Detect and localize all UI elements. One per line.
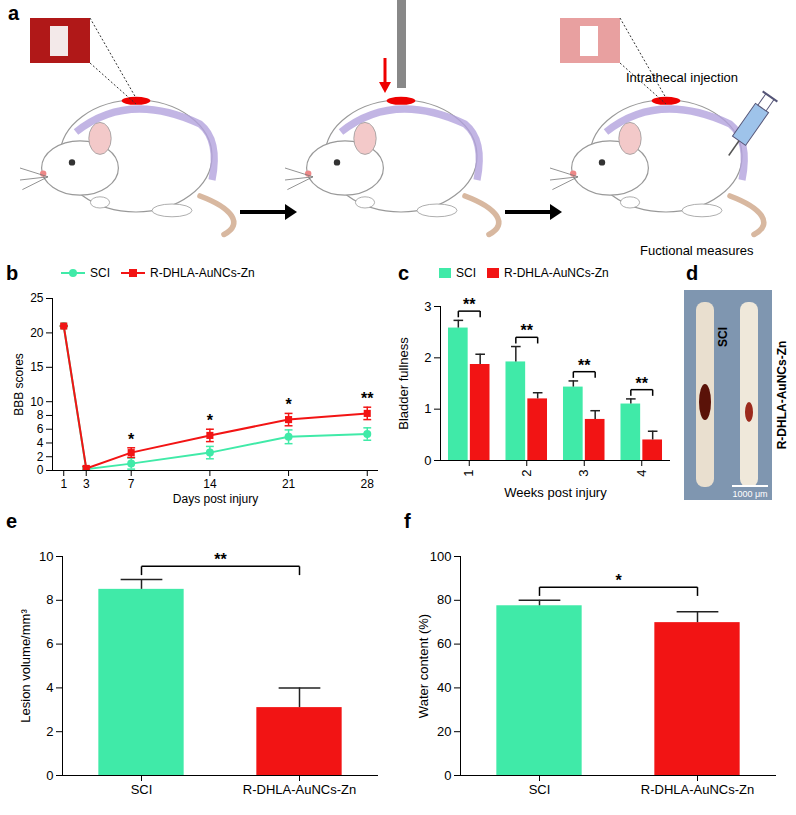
svg-text:3: 3 bbox=[83, 477, 90, 491]
svg-text:Bladder fullness: Bladder fullness bbox=[396, 337, 411, 430]
svg-text:*: * bbox=[207, 412, 214, 429]
html-text:f: f bbox=[404, 510, 411, 532]
svg-text:60: 60 bbox=[437, 636, 451, 651]
svg-text:1: 1 bbox=[461, 470, 476, 477]
html-text:b: b bbox=[6, 262, 19, 284]
html-text:c: c bbox=[398, 262, 410, 284]
svg-text:4: 4 bbox=[634, 470, 649, 477]
svg-text:SCI: SCI bbox=[716, 327, 730, 347]
svg-text:0: 0 bbox=[444, 768, 451, 783]
svg-text:**: ** bbox=[463, 296, 476, 313]
svg-text:80: 80 bbox=[437, 592, 451, 607]
svg-text:14: 14 bbox=[203, 477, 217, 491]
svg-text:0: 0 bbox=[46, 768, 53, 783]
svg-text:6: 6 bbox=[46, 636, 53, 651]
svg-text:R-DHLA-AuNCs-Zn: R-DHLA-AuNCs-Zn bbox=[775, 341, 789, 450]
svg-text:SCI: SCI bbox=[529, 782, 551, 797]
svg-text:7: 7 bbox=[128, 477, 135, 491]
svg-text:**: ** bbox=[578, 357, 591, 374]
svg-text:2: 2 bbox=[519, 470, 534, 477]
svg-text:R-DHLA-AuNCs-Zn: R-DHLA-AuNCs-Zn bbox=[641, 782, 754, 797]
svg-text:SCI: SCI bbox=[131, 782, 153, 797]
svg-text:25: 25 bbox=[30, 291, 44, 305]
svg-text:**: ** bbox=[636, 375, 649, 392]
svg-text:4: 4 bbox=[37, 436, 44, 450]
svg-text:0: 0 bbox=[37, 463, 44, 477]
svg-text:Weeks post injury: Weeks post injury bbox=[504, 485, 607, 500]
html-text:e: e bbox=[6, 510, 18, 532]
svg-text:**: ** bbox=[521, 322, 534, 339]
svg-text:10: 10 bbox=[39, 549, 53, 564]
svg-text:*: * bbox=[285, 396, 292, 413]
svg-text:Lesion volume/mm³: Lesion volume/mm³ bbox=[18, 609, 33, 723]
svg-text:6: 6 bbox=[37, 422, 44, 436]
svg-text:**: ** bbox=[214, 551, 227, 568]
svg-text:2: 2 bbox=[424, 350, 431, 365]
svg-text:10: 10 bbox=[30, 395, 44, 409]
html-text:SCI: SCI bbox=[90, 266, 110, 280]
svg-text:8: 8 bbox=[46, 592, 53, 607]
svg-text:1000 μm: 1000 μm bbox=[732, 489, 767, 499]
svg-text:*: * bbox=[128, 431, 135, 448]
html-text:R-DHLA-AuNCs-Zn: R-DHLA-AuNCs-Zn bbox=[150, 266, 255, 280]
svg-text:20: 20 bbox=[437, 724, 451, 739]
svg-text:1: 1 bbox=[60, 477, 67, 491]
svg-text:Water content (%): Water content (%) bbox=[416, 614, 431, 718]
svg-text:3: 3 bbox=[424, 299, 431, 314]
svg-text:BBB scores: BBB scores bbox=[12, 353, 26, 416]
svg-text:Days post injury: Days post injury bbox=[173, 492, 258, 506]
svg-text:20: 20 bbox=[30, 326, 44, 340]
svg-text:4: 4 bbox=[46, 680, 53, 695]
svg-text:R-DHLA-AuNCs-Zn: R-DHLA-AuNCs-Zn bbox=[243, 782, 356, 797]
svg-text:15: 15 bbox=[30, 360, 44, 374]
svg-text:Fuctional measures: Fuctional measures bbox=[640, 243, 754, 258]
svg-text:**: ** bbox=[361, 390, 374, 407]
svg-text:40: 40 bbox=[437, 680, 451, 695]
svg-text:Intrathecal injection: Intrathecal injection bbox=[626, 70, 738, 85]
svg-text:2: 2 bbox=[46, 724, 53, 739]
svg-text:2: 2 bbox=[37, 450, 44, 464]
svg-text:1: 1 bbox=[424, 401, 431, 416]
svg-text:28: 28 bbox=[361, 477, 375, 491]
html-text:SCI: SCI bbox=[456, 266, 476, 280]
html-text:R-DHLA-AuNCs-Zn: R-DHLA-AuNCs-Zn bbox=[504, 266, 609, 280]
svg-text:100: 100 bbox=[430, 549, 452, 564]
html-text:d: d bbox=[686, 262, 699, 284]
svg-text:8: 8 bbox=[37, 408, 44, 422]
svg-text:0: 0 bbox=[424, 453, 431, 468]
svg-text:21: 21 bbox=[282, 477, 296, 491]
svg-text:a: a bbox=[8, 2, 20, 24]
svg-text:*: * bbox=[615, 572, 622, 589]
svg-text:3: 3 bbox=[576, 470, 591, 477]
